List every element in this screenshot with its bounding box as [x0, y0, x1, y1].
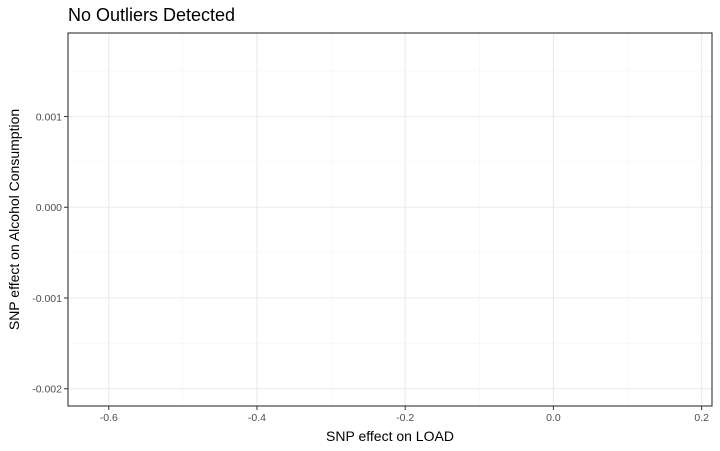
y-tick-label: -0.001 — [32, 293, 62, 305]
plot-panel-background — [68, 33, 712, 406]
x-axis: -0.6 -0.4 -0.2 0.0 0.2 — [100, 406, 709, 424]
x-tick-label: 0.2 — [694, 412, 709, 424]
x-tick-label: 0.0 — [546, 412, 561, 424]
x-tick-label: -0.2 — [396, 412, 414, 424]
minor-gridlines — [68, 33, 712, 406]
x-axis-title: SNP effect on LOAD — [326, 428, 454, 444]
chart-title: No Outliers Detected — [68, 5, 235, 25]
y-tick-label: 0.000 — [36, 202, 62, 214]
y-tick-label: 0.001 — [36, 111, 62, 123]
x-tick-label: -0.4 — [248, 412, 266, 424]
y-tick-label: -0.002 — [32, 384, 62, 396]
x-tick-label: -0.6 — [100, 412, 118, 424]
plot-panel-border — [67, 32, 713, 407]
y-axis: 0.001 0.000 -0.001 -0.002 — [32, 111, 68, 396]
major-gridlines — [68, 33, 712, 406]
y-axis-title: SNP effect on Alcohol Consumption — [6, 109, 22, 330]
